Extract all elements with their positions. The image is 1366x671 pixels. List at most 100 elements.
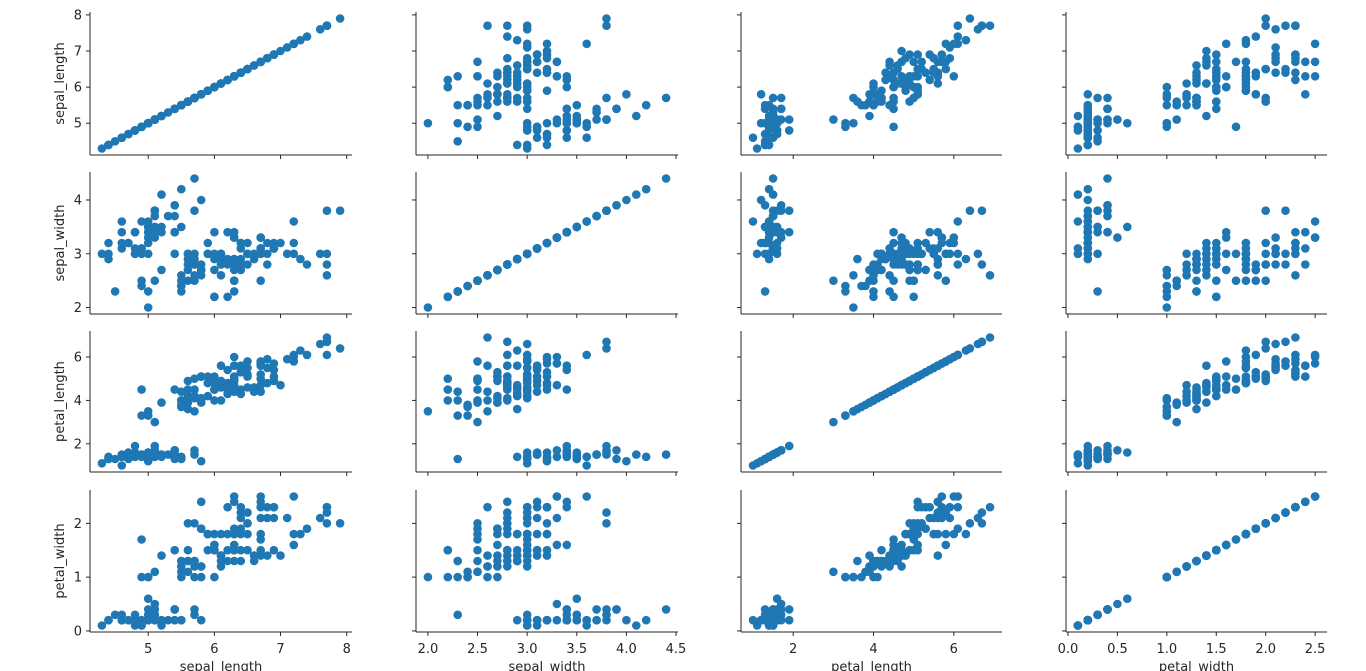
data-point [933,79,943,88]
data-point [933,244,943,253]
data-point [236,508,246,517]
data-point [1103,115,1112,124]
data-point [1192,61,1201,70]
data-point [612,454,621,464]
data-point [941,39,951,49]
data-point [503,545,512,555]
data-point [104,454,113,464]
data-point [157,621,166,630]
data-point [532,513,542,523]
data-point [893,551,902,560]
data-point [889,122,898,132]
data-point [532,244,542,253]
data-point [1271,339,1280,349]
data-point [1093,137,1102,146]
data-point [463,281,472,291]
data-point [503,378,512,388]
data-point [582,492,591,501]
data-point [243,529,252,539]
data-point [137,122,146,132]
data-point [552,359,562,368]
data-point [562,115,572,124]
data-point [210,292,219,302]
data-point [256,380,266,390]
x-tick-label: 4.0 [616,642,637,657]
data-point [1212,391,1221,401]
data-point [1162,93,1172,103]
data-point [315,339,325,349]
data-point [985,502,995,512]
data-point [229,276,239,286]
data-point [503,393,512,403]
data-point [483,396,492,405]
data-point [1212,97,1221,106]
data-point [953,350,963,360]
data-point [493,391,502,401]
data-point [925,513,934,523]
data-point [473,57,482,67]
data-point [183,556,193,566]
data-point [216,529,226,539]
data-point [522,350,532,360]
data-point [857,281,866,291]
data-point [542,378,552,388]
panel-sepal_width-vs-sepal_length: 2 3 4 sepal_width [53,172,352,318]
data-point [1202,271,1211,280]
data-point [183,385,193,394]
data-point [552,380,562,390]
data-point [463,100,472,110]
data-point [1172,567,1181,577]
data-point [937,57,947,67]
data-point [873,93,882,103]
data-point [1301,372,1310,381]
data-point [263,363,272,373]
data-point [512,72,522,81]
data-point [473,567,482,577]
data-point [190,519,199,528]
data-point [236,363,246,373]
data-point [542,367,552,377]
data-point [1093,222,1102,232]
data-point [542,140,552,150]
data-point [1083,140,1093,150]
data-point [1073,452,1083,462]
panel-sepal_length-vs-petal_length [737,12,1002,159]
data-point [889,227,898,237]
data-point [622,615,631,625]
data-point [873,572,882,582]
data-point [1310,57,1320,67]
data-point [901,378,910,388]
x-tick-label: 1.0 [1156,642,1177,657]
data-point [764,133,774,142]
data-point [953,260,963,269]
data-point [756,90,766,99]
data-point [335,519,345,528]
data-point [849,572,858,582]
data-point [177,222,186,232]
data-point [1291,502,1300,512]
data-point [764,249,774,259]
data-point [1162,271,1172,280]
data-point [117,461,127,470]
data-point [453,287,463,296]
data-point [183,519,193,528]
data-point [503,350,512,360]
data-point [1162,411,1172,420]
data-point [263,513,272,523]
data-point [977,260,987,269]
data-point [760,100,770,110]
data-point [170,227,179,237]
data-point [1073,144,1083,153]
data-point [143,411,153,420]
data-point [289,217,299,226]
data-point [941,529,951,539]
data-point [196,524,206,533]
data-point [772,594,782,603]
data-point [522,93,532,103]
data-point [1241,372,1251,381]
data-point [869,271,878,280]
data-point [1221,82,1231,92]
data-point [183,276,193,286]
data-point [216,376,226,386]
data-point [937,492,947,501]
